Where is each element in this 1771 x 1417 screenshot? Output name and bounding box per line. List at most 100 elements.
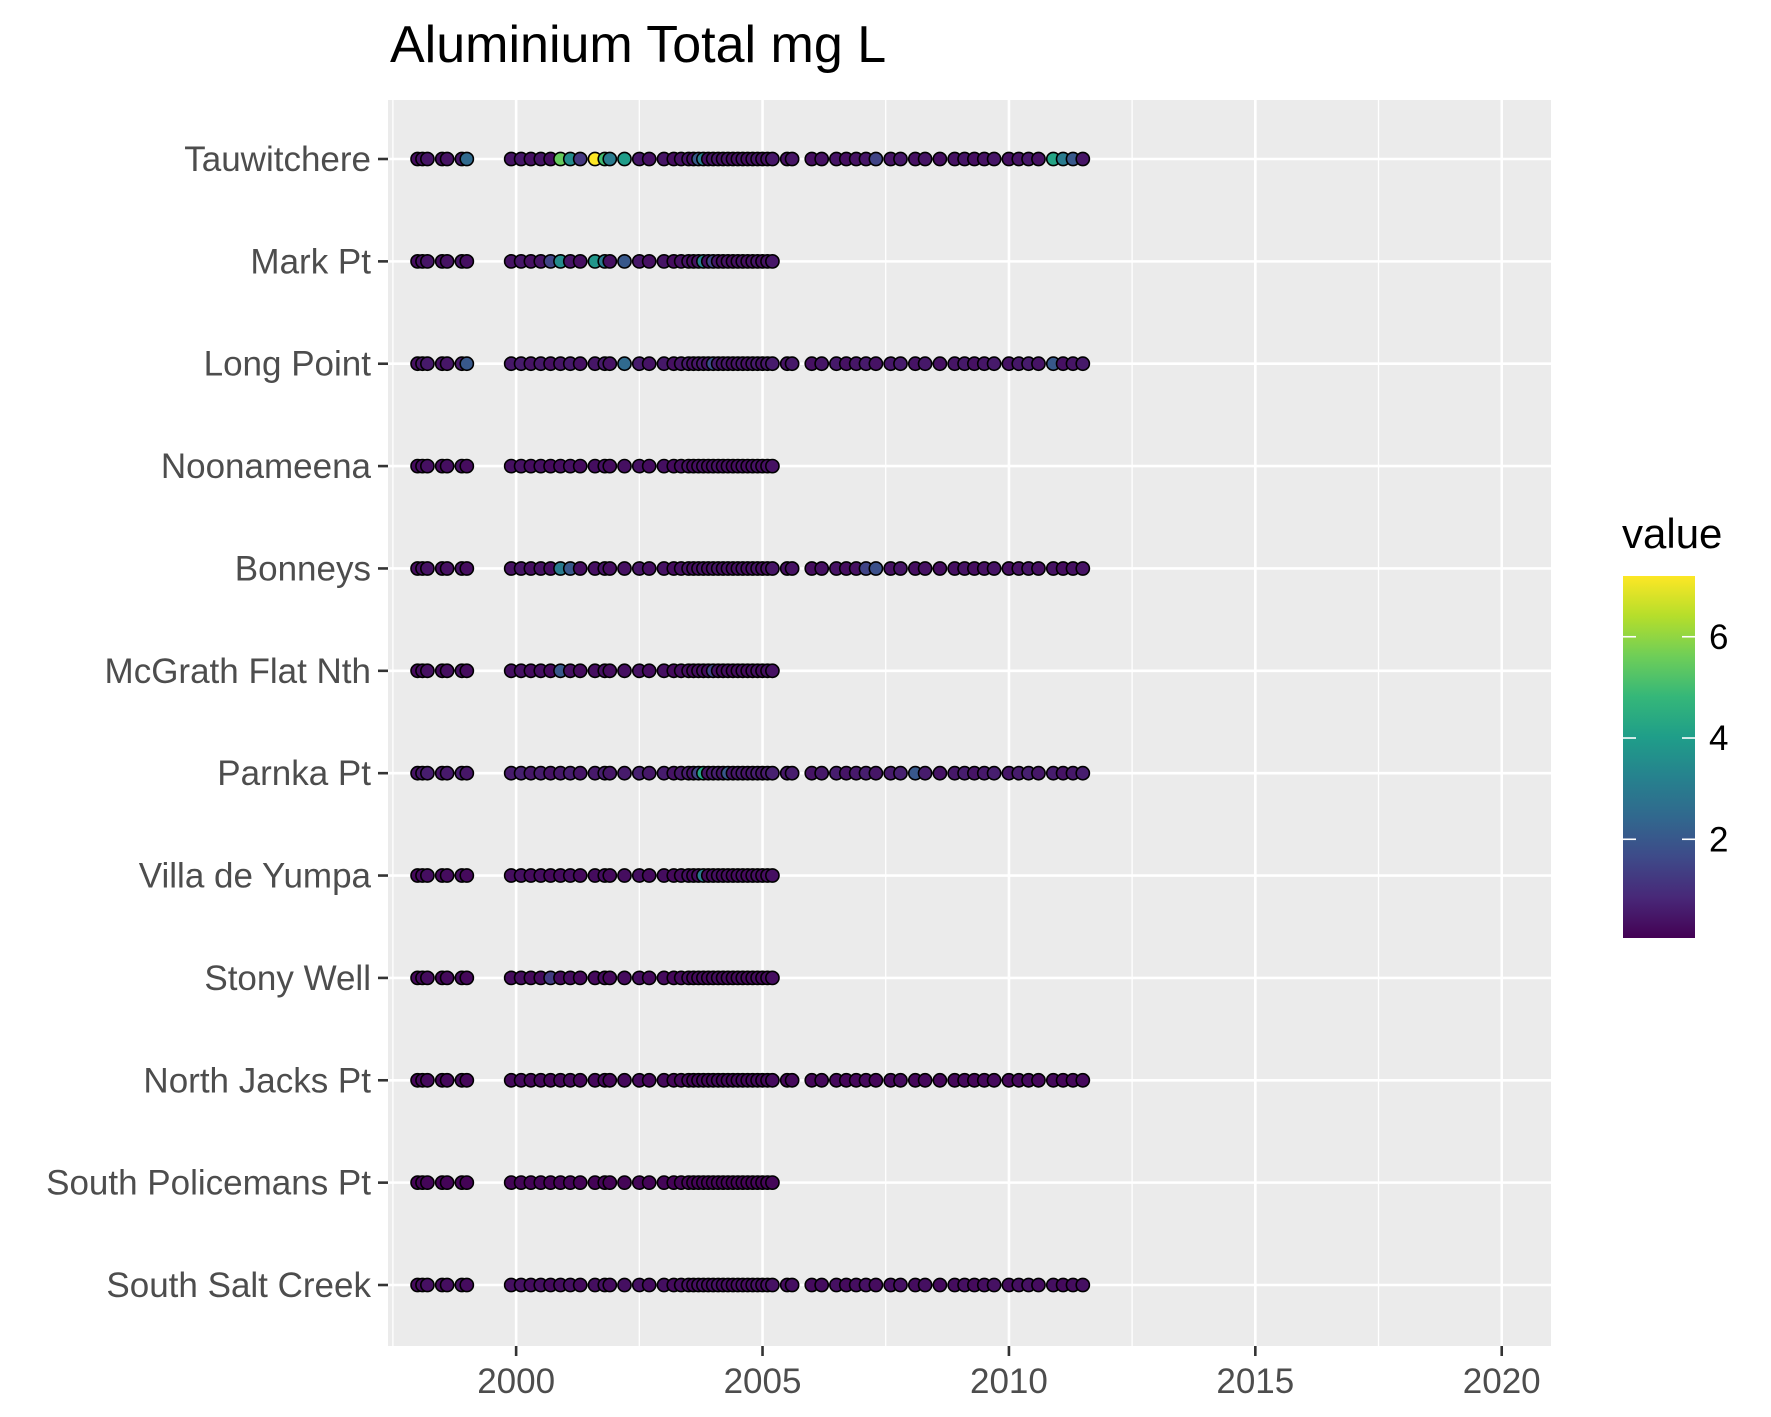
data-point [572, 970, 588, 986]
data-point [1075, 765, 1091, 781]
data-point [765, 151, 780, 167]
data-point [572, 868, 588, 883]
data-point [641, 663, 657, 679]
data-point [868, 356, 884, 372]
plot-panel [388, 100, 1551, 1346]
data-point [439, 663, 455, 679]
data-point [868, 561, 884, 576]
data-point [459, 1072, 475, 1088]
data-point [602, 1277, 618, 1293]
data-point [893, 765, 908, 781]
data-point [868, 1277, 884, 1293]
data-point [459, 970, 475, 986]
data-point [572, 663, 588, 679]
data-point [641, 253, 657, 269]
data-point [617, 458, 632, 474]
legend-colorbar [1623, 576, 1695, 938]
data-point [917, 561, 933, 576]
data-point [617, 868, 632, 883]
data-point [617, 1175, 632, 1190]
data-point [1075, 356, 1091, 372]
y-tick-label: Tauwitchere [184, 140, 371, 179]
data-point [641, 765, 657, 781]
data-point [1031, 1072, 1046, 1088]
y-tick-label: Noonameena [161, 447, 372, 486]
data-point [439, 765, 455, 781]
x-axis: 2000 2005 2010 2015 2020 [477, 1346, 1541, 1401]
data-point [1075, 151, 1091, 167]
data-point [641, 868, 657, 883]
data-point [439, 356, 455, 372]
data-point [814, 1277, 830, 1293]
data-point [459, 868, 475, 883]
data-point [814, 1072, 830, 1088]
data-point [986, 1277, 1002, 1293]
data-point [765, 868, 780, 883]
data-point [419, 663, 435, 679]
data-point [893, 561, 908, 576]
data-point [868, 151, 884, 167]
data-point [784, 1277, 800, 1293]
data-point [439, 1277, 455, 1293]
data-point [459, 561, 475, 576]
data-point [814, 356, 830, 372]
x-tick-label: 2010 [970, 1362, 1048, 1401]
data-point [641, 970, 657, 986]
data-point [572, 151, 588, 167]
data-point [814, 561, 830, 576]
data-point [617, 1277, 632, 1293]
y-tick-label: Bonneys [235, 549, 371, 588]
data-point [459, 253, 475, 269]
data-point [419, 765, 435, 781]
data-point [572, 1072, 588, 1088]
data-point [932, 765, 948, 781]
data-point [814, 765, 830, 781]
data-point [602, 253, 618, 269]
data-point [1075, 1072, 1091, 1088]
data-point [641, 356, 657, 372]
data-point [419, 1072, 435, 1088]
data-point [439, 151, 455, 167]
data-point [868, 765, 884, 781]
data-point [602, 1072, 618, 1088]
data-point [602, 151, 618, 167]
y-axis: Tauwitchere Mark Pt Long Point Noonameena Bo… [46, 140, 388, 1305]
data-point [986, 765, 1002, 781]
y-tick-label: McGrath Flat Nth [105, 652, 371, 691]
data-point [602, 561, 618, 576]
data-point [641, 1175, 657, 1190]
data-point [602, 663, 618, 679]
legend-title: value [1622, 510, 1722, 557]
color-legend: value 2 4 6 [1622, 510, 1728, 938]
data-point [617, 663, 632, 679]
data-point [602, 1175, 618, 1190]
data-point [459, 663, 475, 679]
data-point [1075, 1277, 1091, 1293]
data-point [765, 970, 780, 986]
data-point [641, 1072, 657, 1088]
data-point [419, 970, 435, 986]
data-point [765, 1072, 780, 1088]
y-tick-label: Long Point [204, 345, 372, 384]
data-point [439, 253, 455, 269]
data-point [459, 1175, 475, 1190]
data-point [459, 356, 475, 372]
legend-tick-label: 2 [1709, 820, 1728, 859]
data-point [765, 1277, 780, 1293]
data-point [439, 561, 455, 576]
data-point [419, 356, 435, 372]
data-point [419, 253, 435, 269]
data-point [641, 561, 657, 576]
data-point [765, 663, 780, 679]
data-point [572, 253, 588, 269]
data-point [602, 868, 618, 883]
y-tick-label: North Jacks Pt [143, 1061, 371, 1100]
data-point [641, 1277, 657, 1293]
x-tick-label: 2005 [724, 1362, 802, 1401]
data-point [932, 1277, 948, 1293]
data-point [917, 1277, 933, 1293]
data-point [893, 1072, 908, 1088]
data-point [439, 1175, 455, 1190]
